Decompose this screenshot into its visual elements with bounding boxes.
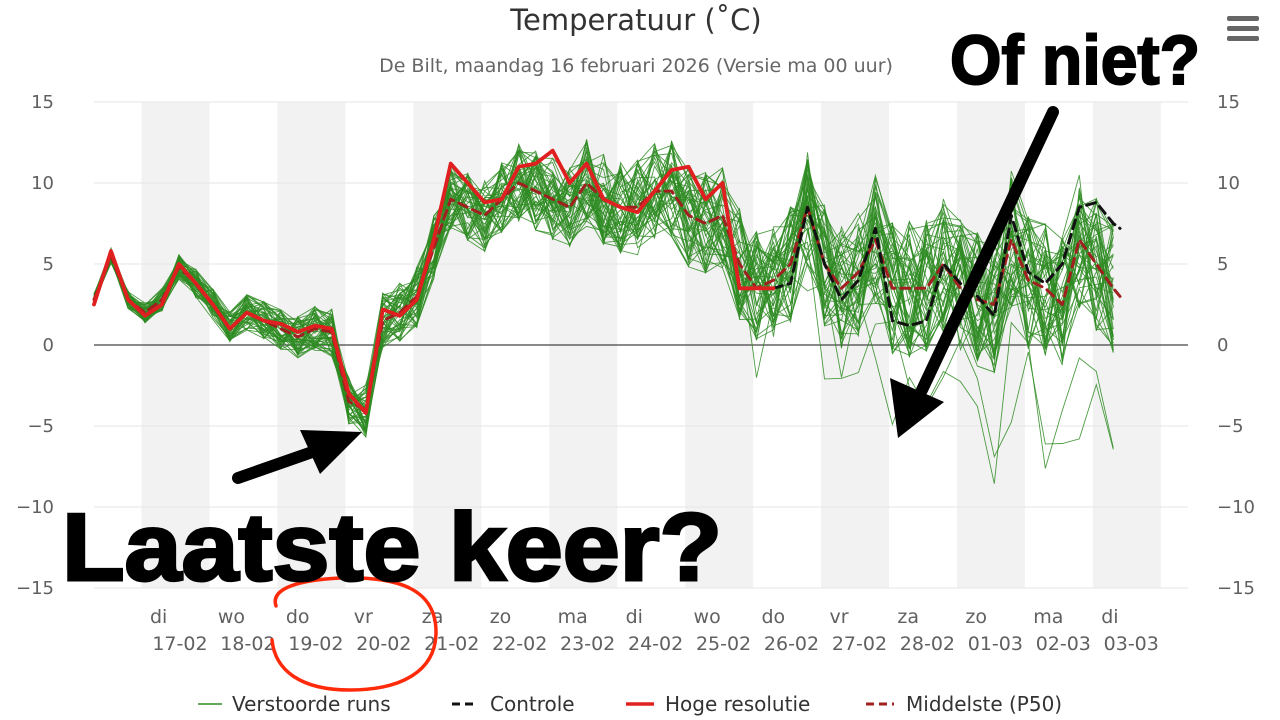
ensemble-run-line — [93, 161, 1114, 407]
legend-item-controle[interactable]: Controle — [452, 692, 575, 716]
y-axis-right: 15 10 5 0 −5 −10 −15 — [1217, 92, 1255, 599]
y-tick-label-right: 15 — [1217, 92, 1240, 113]
y-tick-label-right: −10 — [1217, 497, 1255, 518]
x-tick-day-label: zo — [490, 606, 512, 628]
x-tick-day-label: vr — [354, 606, 373, 628]
legend-item-hoge-resolutie[interactable]: Hoge resolutie — [626, 692, 810, 716]
series-line-hoge-resolutie — [92, 148, 776, 415]
y-tick-label-right: 5 — [1217, 254, 1228, 275]
legend-label: Middelste (P50) — [906, 692, 1062, 716]
y-tick-label-right: 0 — [1217, 335, 1228, 356]
x-tick-day-label: do — [286, 606, 310, 628]
y-tick-label-left: 10 — [31, 173, 54, 194]
x-tick-day-label: di — [626, 606, 643, 628]
x-tick-date-label: 24-02 — [628, 633, 683, 655]
x-tick-date-label: 22-02 — [492, 633, 547, 655]
ensemble-run-line — [93, 171, 1114, 420]
x-tick-date-label: 27-02 — [832, 633, 887, 655]
chart-menu-button[interactable] — [1222, 12, 1262, 46]
x-tick-day-label: vr — [829, 606, 848, 628]
annotation-laatste-keer: Laatste keer? — [62, 494, 722, 601]
ensemble-run-line — [93, 146, 1114, 484]
x-tick-date-label: 28-02 — [900, 633, 955, 655]
ensemble-run-line — [93, 160, 1114, 424]
legend-item-middelste[interactable]: Middelste (P50) — [866, 692, 1062, 716]
legend: Verstoorde runs Controle Hoge resolutie … — [198, 692, 1062, 716]
legend-label: Verstoorde runs — [232, 692, 391, 716]
ensemble-run-line — [93, 140, 1114, 433]
legend-item-verstoorde-runs[interactable]: Verstoorde runs — [198, 692, 391, 716]
ensemble-run-line — [93, 158, 1114, 421]
annotation-of-niet: Of niet? — [950, 21, 1200, 99]
legend-label: Hoge resolutie — [665, 692, 810, 716]
x-tick-date-label: 23-02 — [560, 633, 615, 655]
arrow-left-icon — [232, 430, 362, 484]
x-tick-day-label: zo — [965, 606, 987, 628]
x-tick-day-label: ma — [1033, 606, 1063, 628]
y-tick-label-left: −5 — [27, 416, 54, 437]
y-tick-label-right: −5 — [1217, 416, 1244, 437]
y-tick-label-right: 10 — [1217, 173, 1240, 194]
x-tick-date-label: 02-03 — [1036, 633, 1091, 655]
x-tick-day-label: wo — [218, 606, 245, 628]
x-tick-date-label: 25-02 — [696, 633, 751, 655]
y-tick-label-right: −15 — [1217, 578, 1255, 599]
hamburger-menu-icon — [1227, 16, 1259, 41]
x-tick-date-label: 21-02 — [424, 633, 479, 655]
gridlines — [94, 101, 1188, 589]
x-tick-day-label: wo — [694, 606, 721, 628]
x-tick-date-label: 03-03 — [1104, 633, 1159, 655]
x-tick-day-label: ma — [558, 606, 588, 628]
chart-subtitle: De Bilt, maandag 16 februari 2026 (Versi… — [379, 55, 893, 77]
x-tick-date-label: 20-02 — [356, 633, 411, 655]
x-tick-date-label: 01-03 — [968, 633, 1023, 655]
y-tick-label-left: −15 — [16, 578, 54, 599]
ensemble-run-line — [93, 164, 1114, 432]
x-tick-day-label: do — [762, 606, 786, 628]
legend-label: Controle — [490, 692, 575, 716]
x-tick-day-label: di — [1101, 606, 1118, 628]
chart-title: Temperatuur (˚C) — [509, 3, 761, 37]
series-line-controle — [772, 200, 1122, 328]
y-tick-label-left: 0 — [43, 335, 54, 356]
ensemble-run-line — [93, 155, 1114, 424]
x-tick-day-label: di — [150, 606, 167, 628]
x-tick-date-label: 17-02 — [152, 633, 207, 655]
ensemble-run-line — [93, 139, 1114, 425]
y-axis-left: 15 10 5 0 −5 −10 −15 — [16, 92, 54, 599]
x-tick-day-label: za — [897, 606, 919, 628]
ensemble-run-line — [93, 142, 1114, 402]
annotations: Of niet? Laatste keer? — [61, 20, 1201, 692]
y-tick-label-left: 15 — [31, 92, 54, 113]
highlight-circle — [270, 576, 438, 692]
x-tick-date-label: 26-02 — [764, 633, 819, 655]
x-tick-date-label: 18-02 — [220, 633, 275, 655]
series-lines — [92, 148, 1122, 415]
ensemble-run-line — [93, 143, 1114, 431]
x-axis: di 17-02 wo 18-02 do 19-02 vr 20-02 za 21-02 zo 22-… — [150, 606, 1159, 655]
y-tick-label-left: −10 — [16, 497, 54, 518]
y-tick-label-left: 5 — [43, 254, 54, 275]
arrow-right-icon — [890, 106, 1059, 438]
x-tick-date-label: 19-02 — [288, 633, 343, 655]
ensemble-run-line — [93, 142, 1114, 421]
